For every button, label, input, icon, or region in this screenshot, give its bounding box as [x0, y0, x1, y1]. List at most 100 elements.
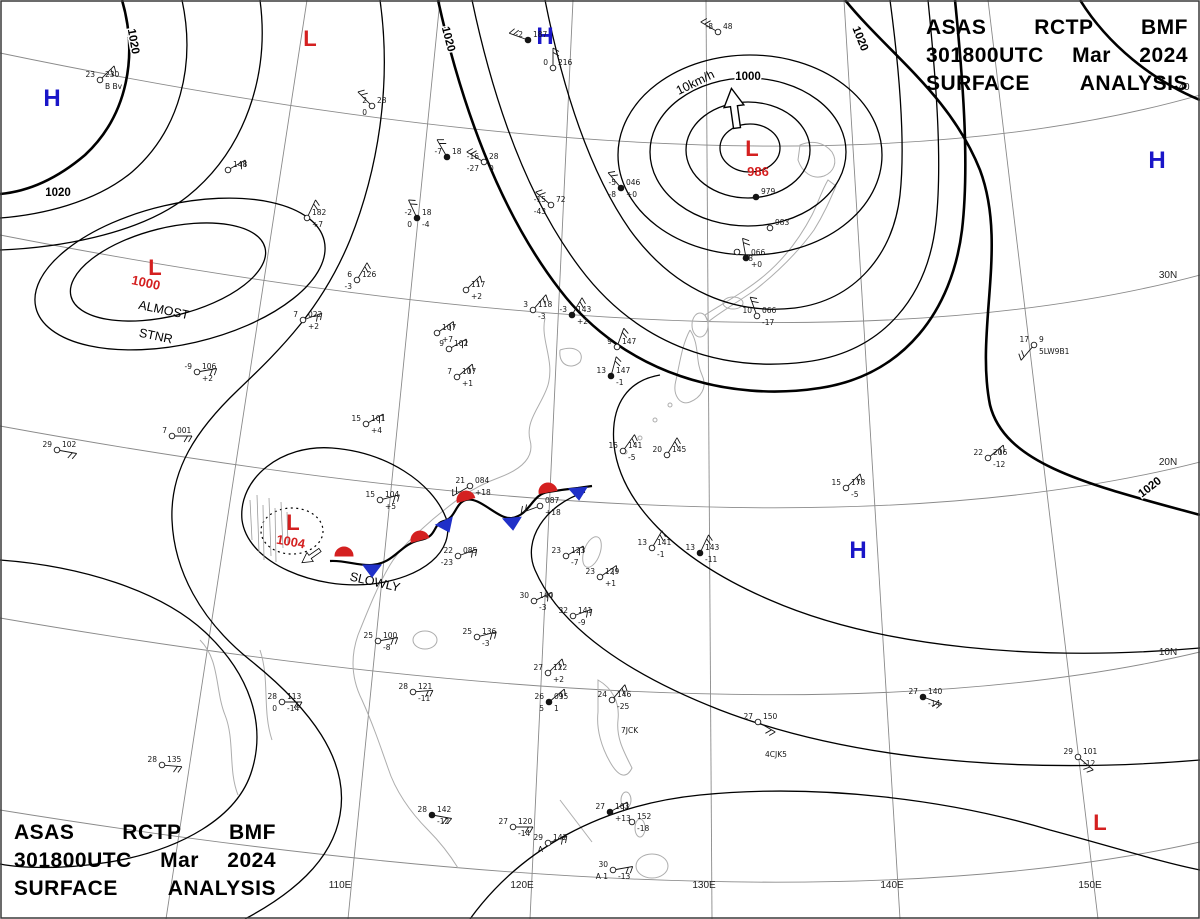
longitude-line — [347, 0, 441, 919]
station-plot: 21 084 +18 — [452, 476, 491, 497]
station-text: -13 — [618, 872, 630, 881]
station-text: -3 — [560, 305, 568, 314]
station-plot: 29 142 A — [533, 833, 567, 854]
wind-barb — [668, 437, 681, 453]
chart-datetime: 301800UTC Mar 2024 — [926, 44, 1188, 67]
cold-front-marker — [567, 486, 588, 501]
wind-barb — [460, 548, 478, 558]
station-text: 142 — [437, 805, 452, 814]
isobar-line — [617, 54, 883, 256]
station-text: 142 — [553, 833, 568, 842]
station-text: 27 — [908, 687, 918, 696]
station-text: 22 — [443, 546, 453, 555]
station-text: 20 — [652, 445, 662, 454]
isobar-label: 1020 — [125, 28, 141, 55]
station-plot: 29 102 — [42, 440, 78, 460]
station-plot: 27 150 — [743, 712, 778, 736]
station-text: 182 — [312, 208, 327, 217]
station-circle — [453, 373, 461, 381]
station-circle — [1074, 753, 1082, 761]
station-text: 15 — [365, 490, 375, 499]
latitude-line — [0, 234, 1200, 323]
station-text: -14 — [518, 829, 530, 838]
station-text: -7 — [435, 147, 443, 156]
station-circle — [608, 696, 616, 704]
station-circle — [224, 166, 232, 174]
wind-barb — [575, 608, 593, 618]
wind-barb — [607, 171, 620, 186]
station-circle — [158, 761, 166, 769]
station-plot: 28 121 -11 — [398, 682, 434, 703]
station-circle — [433, 329, 441, 337]
wind-barb — [164, 764, 183, 773]
wind-barb — [624, 434, 638, 449]
wind-barb — [199, 368, 218, 377]
station-circle — [842, 484, 850, 492]
station-circle — [509, 823, 517, 831]
station-plot: 10 066 -17 — [742, 296, 777, 327]
cold-front-marker — [501, 516, 522, 531]
station-plot: 152-18 — [628, 812, 652, 833]
longitude-line — [843, 0, 901, 919]
isobar-label: 1000 — [735, 71, 761, 83]
wind-barb — [451, 338, 467, 349]
station-circle — [480, 158, 488, 166]
station-text: 5LW9B1 — [1039, 347, 1070, 356]
station-text: +7 — [312, 220, 323, 229]
station-text: +0 — [626, 190, 637, 199]
wind-barb — [439, 321, 455, 332]
station-plot: 30 A 1 -13 — [596, 860, 634, 881]
latitude-label: 20N — [1159, 457, 1177, 468]
station-plot: 28 113 0 -14 — [267, 692, 303, 713]
station-circle — [530, 597, 538, 605]
wind-barb — [1080, 758, 1094, 773]
coastline-island — [620, 791, 632, 809]
wind-barb — [516, 826, 534, 834]
chart-id: ASAS RCTP BMF — [14, 821, 276, 844]
station-plot: 979 — [752, 187, 776, 201]
station-circle — [714, 28, 722, 36]
station-text: 101 — [1083, 747, 1098, 756]
annotation-speed: 10km/h — [674, 67, 717, 98]
station-text: 983 — [775, 218, 790, 227]
coastline — [352, 317, 551, 869]
wind-barb — [1018, 347, 1033, 361]
title-block-top-right: ASAS RCTP BMF 301800UTC Mar 2024 SURFACE… — [926, 14, 1188, 98]
longitude-label: 140E — [880, 880, 904, 891]
station-circle — [733, 248, 741, 256]
station-circle — [766, 224, 774, 232]
station-plot: 148 — [224, 159, 248, 174]
wind-barb — [612, 801, 628, 812]
station-text: 143 — [705, 543, 720, 552]
station-circle — [529, 306, 537, 314]
station-text: 979 — [761, 187, 776, 196]
station-text: 1 — [554, 704, 559, 713]
station-text: 10 — [742, 306, 752, 315]
station-text: 23 — [551, 546, 561, 555]
station-text: -9 — [185, 362, 193, 371]
station-circle — [752, 193, 760, 201]
latitude-label: 40 — [1178, 82, 1190, 93]
station-text: 29 — [1063, 747, 1073, 756]
pressure-value-label: 1004 — [275, 532, 307, 552]
station-circle — [607, 372, 615, 380]
station-plot: 28 135 — [147, 755, 183, 773]
cold-front-marker — [362, 564, 382, 578]
station-plot: 30 140-3 — [519, 591, 553, 612]
station-text: 28 — [147, 755, 157, 764]
station-plot: 15 104 +5 — [365, 490, 400, 511]
title-block-bottom-left: ASAS RCTP BMF 301800UTC Mar 2024 SURFACE… — [14, 819, 276, 903]
station-text: 104 — [385, 490, 400, 499]
station-circle — [628, 818, 636, 826]
station-circle — [569, 612, 577, 620]
station-text: 120 — [518, 817, 533, 826]
wind-barb — [368, 413, 384, 424]
station-text: 101 — [371, 414, 386, 423]
isobar-line-1020 — [436, 0, 967, 393]
station-text: B Bv — [105, 82, 123, 91]
latitude-line — [0, 617, 1200, 696]
station-text: 141 — [578, 606, 593, 615]
